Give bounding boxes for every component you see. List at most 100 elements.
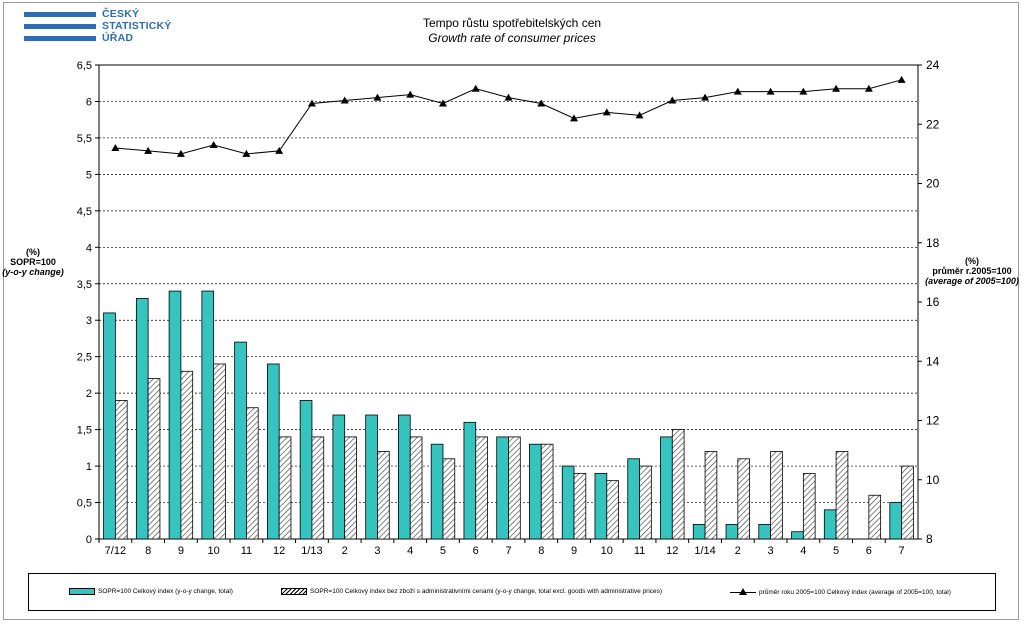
bar-excl-admin	[442, 458, 456, 540]
index-point	[733, 87, 742, 95]
bar-total	[660, 436, 673, 540]
bar-total	[823, 509, 837, 540]
right-axis-label-line: (%)	[965, 256, 979, 266]
bar-total	[365, 414, 378, 540]
index-point	[799, 87, 808, 95]
bar-total	[889, 502, 903, 540]
index-point	[307, 99, 316, 107]
bar-excl-admin	[344, 436, 357, 540]
bar-total	[103, 312, 116, 540]
x-axis-tick-label: 9	[178, 545, 184, 557]
bar-total	[430, 443, 444, 540]
bar-total	[529, 443, 542, 540]
index-point	[635, 111, 644, 119]
x-axis-tick-label: 4	[407, 545, 413, 557]
index-line	[115, 79, 902, 155]
index-point	[340, 96, 349, 104]
right-axis-label-line: (average of 2005=100)	[925, 276, 1019, 286]
left-axis-label: (%) SOPR=100 (y-o-y change)	[2, 247, 64, 277]
x-axis-tick-label: 11	[634, 545, 645, 557]
x-axis-tick-label: 4	[800, 545, 806, 557]
bar-total	[234, 341, 247, 540]
bar-total	[496, 436, 509, 540]
legend-swatch-teal	[69, 588, 95, 595]
czso-logo: ČESKÝ STATISTICKÝ ÚŘAD	[24, 9, 204, 45]
x-axis-tick-label: 8	[538, 545, 544, 557]
left-axis-tick-label: 3	[86, 315, 92, 327]
bar-excl-admin	[475, 436, 488, 540]
bar-excl-admin	[835, 451, 849, 540]
x-axis-tick-label: 2	[342, 545, 348, 557]
bar-excl-admin	[278, 436, 292, 540]
left-axis-tick-label: 0	[86, 534, 92, 546]
bar-excl-admin	[573, 472, 587, 540]
index-point	[406, 90, 415, 98]
bar-excl-admin	[770, 451, 783, 540]
index-point	[701, 93, 710, 101]
left-axis-tick-label: 3,5	[77, 279, 92, 291]
left-axis-label-line: (%)	[26, 247, 40, 257]
x-axis-tick-label: 6	[473, 545, 479, 557]
right-axis-tick-label: 12	[926, 414, 940, 428]
index-point	[602, 108, 611, 116]
chart-title: Tempo růstu spotřebitelských cen	[422, 16, 602, 30]
legend-item-excl: SOPR=100 Celkový index bez zboží s admin…	[281, 588, 662, 595]
right-axis-label: (%) průměr r.2005=100 (average of 2005=1…	[922, 256, 1022, 286]
bar-excl-admin	[409, 436, 423, 540]
legend-label: SOPR=100 Celkový index bez zboží s admin…	[310, 588, 663, 595]
x-axis-tick-label: 3	[374, 545, 380, 557]
right-axis-tick-label: 16	[926, 295, 940, 309]
index-point	[897, 75, 906, 83]
bar-excl-admin	[639, 465, 652, 540]
index-point	[209, 140, 218, 148]
x-axis-tick-label: 1/13	[301, 545, 322, 557]
index-point	[766, 87, 775, 95]
bar-excl-admin	[802, 472, 816, 540]
bar-total	[692, 524, 706, 540]
logo-stripe	[24, 24, 96, 29]
bar-excl-admin	[704, 451, 718, 540]
right-axis-tick-label: 24	[926, 58, 940, 72]
left-axis-label-line: (y-o-y change)	[2, 267, 64, 277]
index-point	[111, 143, 120, 151]
bar-excl-admin	[114, 400, 128, 540]
x-axis-tick-label: 7	[505, 545, 511, 557]
x-axis-tick-label: 8	[145, 545, 151, 557]
left-axis-label-line: SOPR=100	[10, 257, 56, 267]
bar-excl-admin	[540, 443, 554, 540]
logo-stripe	[24, 12, 96, 17]
bar-total	[201, 290, 215, 540]
legend-item-total: SOPR=100 Celkový index (y-o-y change, to…	[69, 588, 233, 595]
index-point	[438, 99, 447, 107]
bar-total	[594, 472, 608, 540]
bar-excl-admin	[606, 480, 619, 540]
x-axis-tick-label: 5	[440, 545, 446, 557]
index-point	[275, 146, 284, 154]
x-axis-tick-label: 12	[273, 545, 285, 557]
left-axis-tick-label: 1,5	[77, 425, 92, 437]
x-axis-tick-label: 12	[666, 545, 678, 557]
x-axis-tick-label: 9	[571, 545, 577, 557]
index-point	[242, 149, 251, 157]
bar-excl-admin	[213, 363, 226, 540]
legend-item-index: průměr roku 2005=100 Celkový index (aver…	[730, 588, 951, 596]
bar-total	[561, 465, 575, 540]
logo-text-line2: STATISTICKÝ	[102, 20, 172, 32]
left-axis-tick-label: 6	[86, 96, 92, 108]
bar-total	[266, 363, 280, 540]
index-point	[537, 99, 546, 107]
left-axis-tick-label: 0,5	[77, 498, 92, 510]
left-axis-tick-label: 2,5	[77, 352, 92, 364]
bar-excl-admin	[868, 494, 882, 540]
bar-total	[168, 290, 182, 540]
x-axis-tick-label: 11	[241, 545, 252, 557]
right-axis-tick-label: 10	[926, 473, 940, 487]
bar-total	[725, 524, 739, 540]
legend-swatch-hatched	[281, 588, 307, 595]
left-axis-tick-label: 4	[86, 242, 92, 254]
right-axis-tick-label: 18	[926, 236, 940, 250]
bar-excl-admin	[311, 436, 325, 540]
legend: SOPR=100 Celkový index (y-o-y change, to…	[28, 573, 996, 611]
bar-total	[758, 524, 771, 540]
